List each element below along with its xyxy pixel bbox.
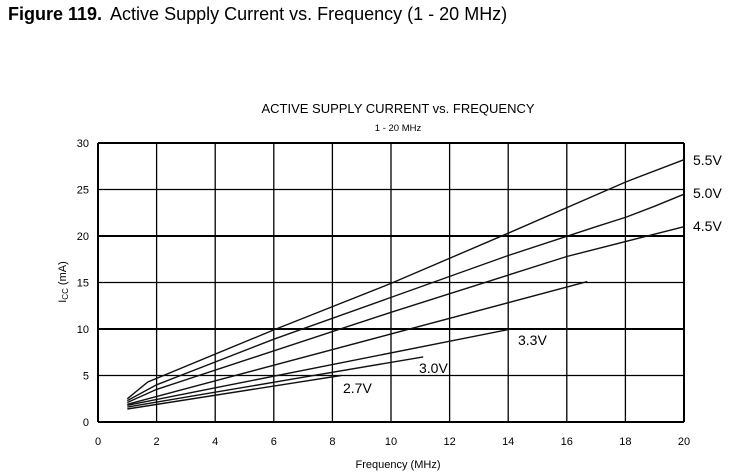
y-tick-label: 5 [83,371,89,383]
y-tick-label: 10 [77,324,89,336]
x-tick-label: 10 [385,436,397,448]
series-line-2.7V [127,374,342,410]
y-axis-label: ICC (mA) [57,261,70,303]
x-tick-label: 8 [329,436,335,448]
x-tick-label: 20 [678,436,690,448]
x-tick-label: 4 [212,436,218,448]
series-line-4.0V [127,280,588,405]
figure-caption: Figure 119. Active Supply Current vs. Fre… [8,4,507,25]
series-label: 4.5V [693,218,722,234]
x-tick-label: 16 [561,436,573,448]
figure-number: Figure 119. [8,4,103,24]
series-line-5.0V [126,193,685,402]
x-axis-label: Frequency (MHz) [356,459,441,471]
series-line-3.0V [127,356,424,408]
x-tick-label: 14 [502,436,514,448]
chart-title: ACTIVE SUPPLY CURRENT vs. FREQUENCY [261,101,534,116]
x-tick-label: 12 [443,436,455,448]
series-label: 5.5V [693,152,722,168]
series-label: 3.0V [419,360,448,376]
y-tick-label: 15 [77,278,89,290]
chart-subtitle: 1 - 20 MHz [375,123,422,134]
series-label: 3.3V [518,332,547,348]
x-tick-label: 2 [154,436,160,448]
y-tick-label: 0 [83,417,89,429]
series-label: 2.7V [343,380,372,396]
figure-title: Active Supply Current vs. Frequency (1 -… [110,4,508,24]
series-line-3.3V [127,328,512,406]
x-tick-label: 18 [619,436,631,448]
y-tick-label: 20 [77,231,89,243]
y-tick-label: 30 [77,138,89,150]
series-label: 5.0V [693,185,722,201]
series-line-4.5V [127,226,685,404]
y-tick-label: 25 [77,185,89,197]
series-line-5.5V [126,159,685,400]
x-tick-label: 0 [95,436,101,448]
x-tick-label: 6 [271,436,277,448]
